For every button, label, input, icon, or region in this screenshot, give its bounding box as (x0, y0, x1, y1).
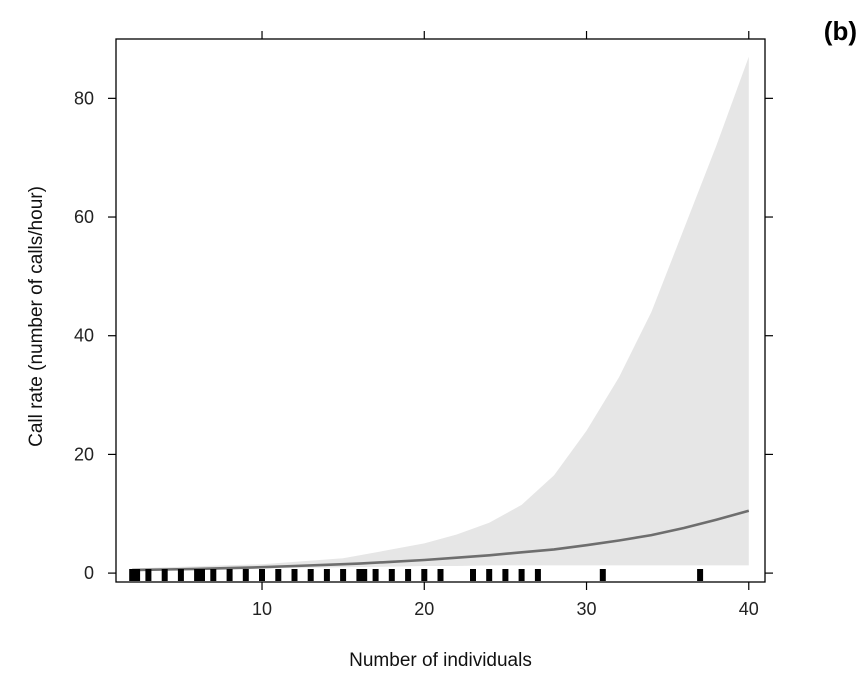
rug-mark (340, 569, 347, 581)
rug-mark (129, 569, 136, 581)
y-tick-label: 0 (84, 563, 94, 583)
fitted-line (132, 509, 750, 572)
rug-mark (697, 569, 704, 581)
rug-mark (437, 569, 444, 581)
rug-mark (323, 569, 330, 581)
rug-mark (388, 569, 395, 581)
axis-ticks (108, 31, 773, 590)
rug-mark (361, 569, 368, 581)
rug-mark (486, 569, 493, 581)
rug-mark (356, 569, 363, 581)
confidence-band (132, 56, 749, 572)
rug-mark (291, 569, 298, 581)
x-tick-label: 40 (739, 599, 759, 619)
rug-mark (194, 569, 201, 581)
rug-mark (502, 569, 509, 581)
rug-mark (177, 569, 184, 581)
rug-mark (518, 569, 525, 581)
panel-label: (b) (824, 16, 857, 46)
y-axis-title: Call rate (number of calls/hour) (26, 186, 47, 447)
rug-mark (145, 569, 152, 581)
x-tick-label: 10 (252, 599, 272, 619)
rug-mark (599, 569, 606, 581)
rug-mark (199, 569, 205, 581)
x-axis-title: Number of individuals (349, 650, 532, 671)
rug-mark (134, 569, 141, 581)
fitted-line-layer (132, 509, 750, 572)
tick-labels: 10 20 30 40 0 20 40 60 80 (74, 88, 759, 619)
rug-mark (226, 569, 233, 581)
y-tick-label: 80 (74, 88, 94, 108)
rug-mark (161, 569, 168, 581)
rug-mark (242, 569, 249, 581)
rug-mark (210, 569, 217, 581)
y-tick-label: 40 (74, 326, 94, 346)
rug-mark (372, 569, 379, 581)
rug-mark (259, 569, 265, 581)
y-tick-label: 60 (74, 207, 94, 227)
rug-layer (129, 569, 704, 581)
rug-mark (307, 569, 314, 581)
rug-mark (534, 569, 541, 581)
rug-mark (421, 569, 428, 581)
plot-frame (115, 38, 766, 583)
rug-mark (470, 569, 476, 581)
x-tick-label: 20 (414, 599, 434, 619)
confidence-band-layer (132, 56, 749, 572)
y-tick-label: 20 (74, 444, 94, 464)
x-tick-label: 30 (577, 599, 597, 619)
rug-mark (275, 569, 282, 581)
rug-mark (405, 569, 412, 581)
